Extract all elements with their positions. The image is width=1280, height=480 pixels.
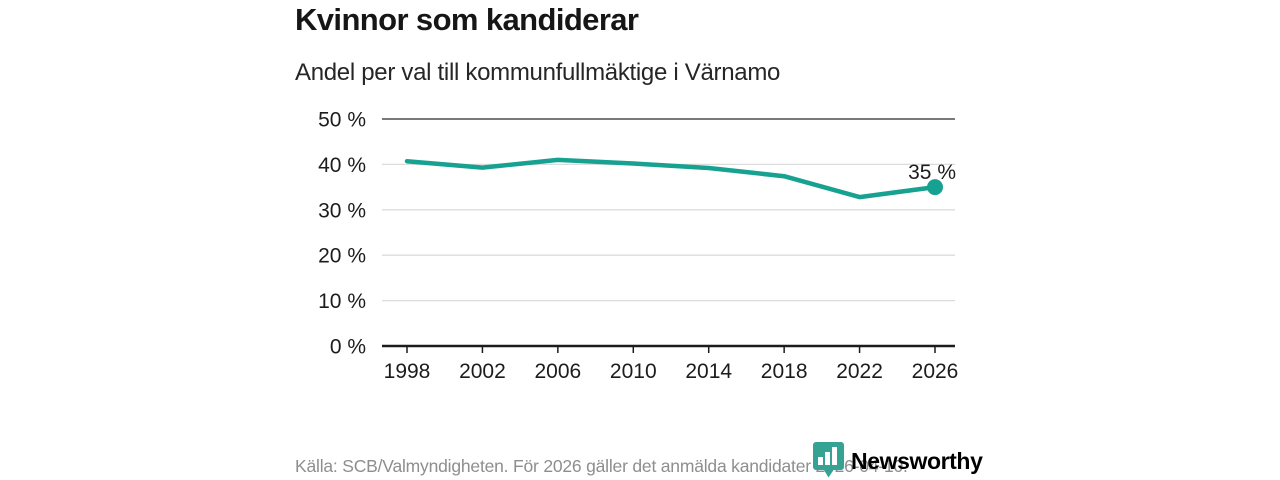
last-point-dot — [927, 179, 943, 196]
y-axis-tick-label: 40 % — [318, 154, 366, 177]
x-axis-tick-label: 2018 — [761, 360, 808, 383]
newsworthy-logo-text: Newsworthy — [851, 448, 983, 474]
x-axis-tick-label: 1998 — [384, 360, 431, 383]
x-axis-tick-label: 2002 — [459, 360, 506, 383]
newsworthy-pin-barchart-icon — [812, 441, 845, 480]
y-axis-tick-label: 50 % — [318, 109, 366, 132]
y-axis-tick-label: 20 % — [318, 245, 366, 268]
x-axis-tick-label: 2022 — [836, 360, 883, 383]
last-point-label: 35 % — [908, 161, 956, 184]
x-axis-tick-label: 2026 — [912, 360, 959, 383]
x-axis-tick-label: 2006 — [534, 360, 581, 383]
y-axis-tick-label: 10 % — [318, 290, 366, 313]
bar-medium — [825, 452, 830, 465]
bar-small — [818, 457, 823, 465]
x-axis-tick-label: 2010 — [610, 360, 657, 383]
y-axis-tick-label: 0 % — [330, 336, 366, 359]
newsworthy-logo: Newsworthy — [812, 441, 983, 480]
chart-subtitle: Andel per val till kommunfullmäktige i V… — [295, 59, 781, 86]
y-axis-tick-label: 30 % — [318, 199, 366, 222]
chart-line — [404, 157, 938, 200]
bar-large — [832, 447, 837, 465]
chart-title: Kvinnor som kandiderar — [295, 2, 639, 37]
source-note: Källa: SCB/Valmyndigheten. För 2026 gäll… — [295, 456, 908, 476]
x-axis-tick-label: 2014 — [685, 360, 732, 383]
